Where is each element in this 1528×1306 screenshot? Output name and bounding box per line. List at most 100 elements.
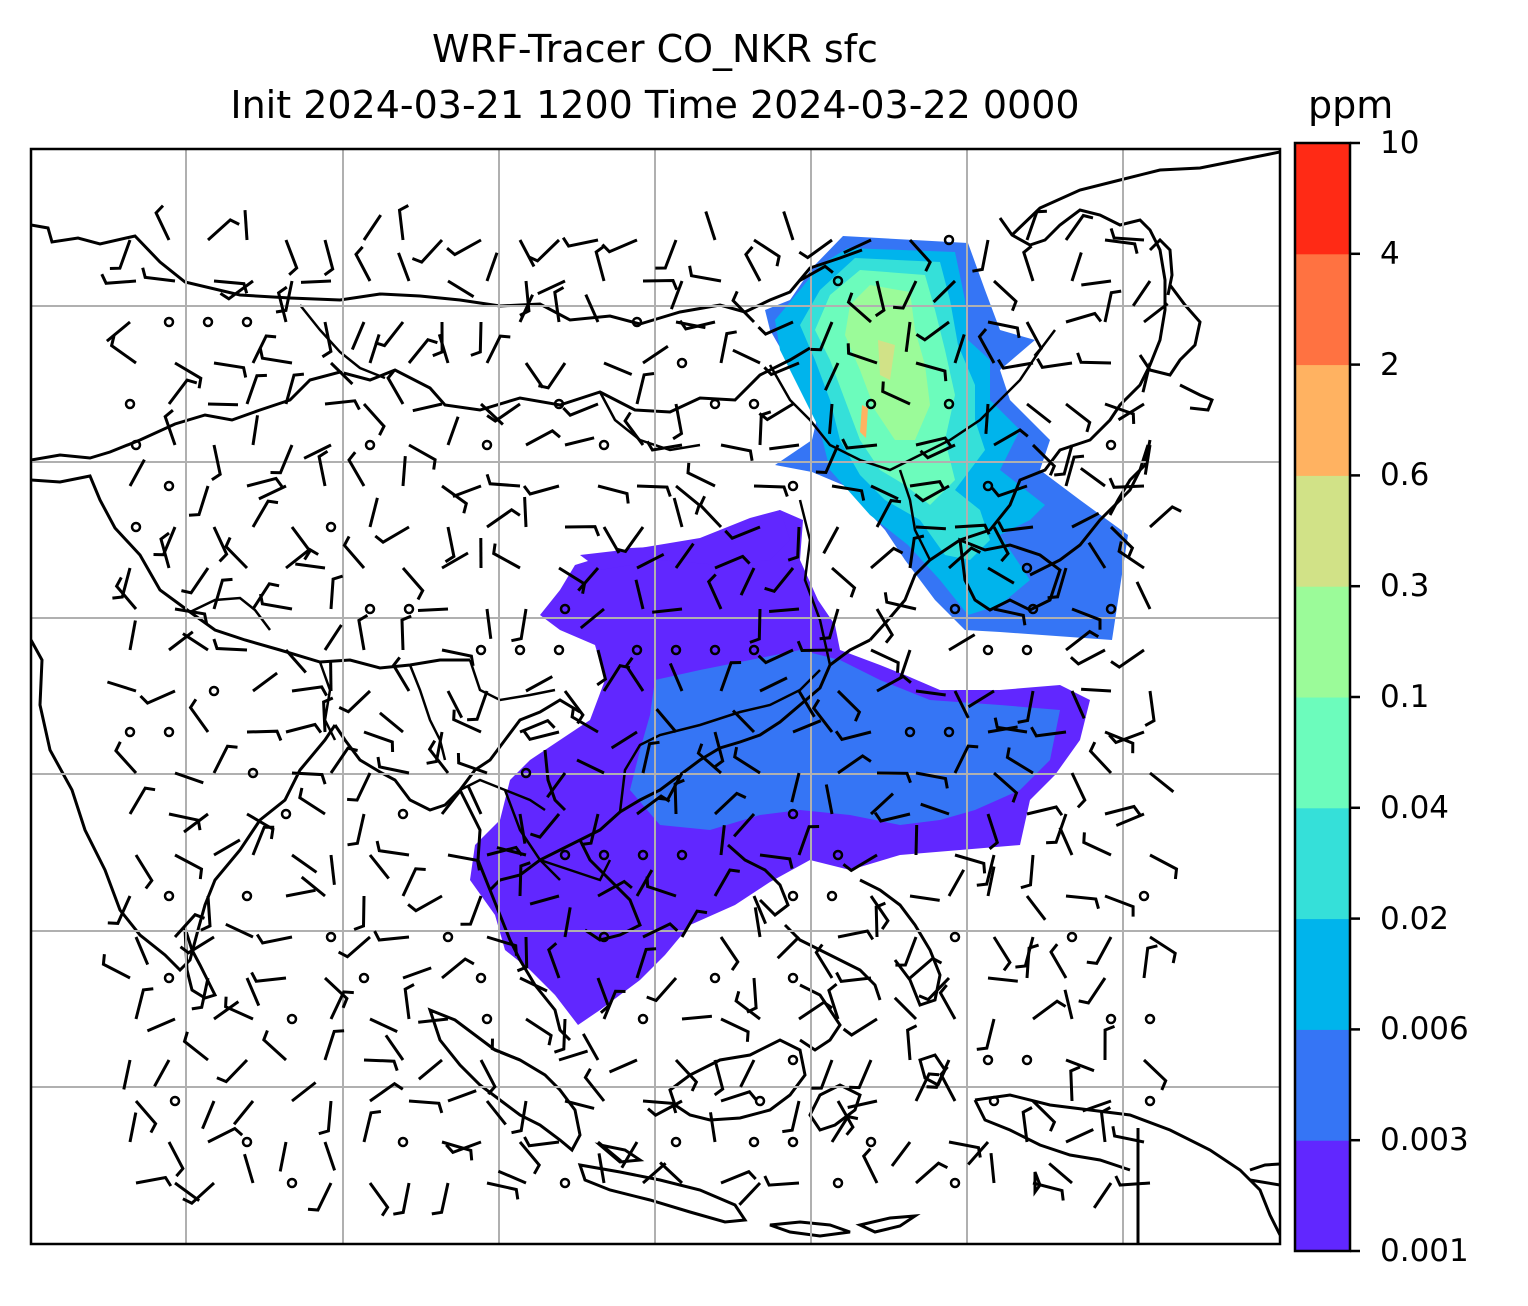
wind-barb <box>596 649 608 687</box>
calm-wind-circle <box>1105 603 1117 615</box>
wind-barb <box>623 411 645 446</box>
wind-barb <box>522 484 560 496</box>
colorbar-segment <box>1295 1029 1350 1141</box>
wind-barb <box>763 1175 800 1187</box>
wind-barb <box>720 1017 750 1042</box>
wind-barb <box>391 656 411 692</box>
wind-barb <box>1131 280 1152 307</box>
wind-barb <box>1104 894 1135 917</box>
colorbar-units: ppm <box>1308 83 1394 127</box>
wind-barb <box>753 484 789 497</box>
wind-barb <box>1086 936 1113 966</box>
wind-barb <box>992 279 1018 312</box>
wind-barb <box>635 947 657 979</box>
wind-barb <box>914 484 950 503</box>
wind-barb <box>346 772 372 802</box>
wind-barb <box>1135 581 1152 610</box>
wind-barb <box>977 328 996 364</box>
calm-wind-circle <box>982 1054 994 1066</box>
wind-barb <box>407 894 443 913</box>
wind-barb <box>1065 1058 1095 1073</box>
wind-barb <box>417 1058 443 1081</box>
wind-barb <box>849 1059 873 1090</box>
wind-barb <box>570 706 599 734</box>
wind-barb <box>811 1059 834 1090</box>
wind-barb <box>1117 541 1145 570</box>
calm-wind-circle <box>949 1177 961 1189</box>
wind-barb <box>224 996 254 1021</box>
wind-barb <box>452 484 482 498</box>
wind-barb <box>908 238 932 272</box>
wind-barb <box>753 238 781 267</box>
wind-barb <box>445 1140 482 1155</box>
wind-barb <box>562 402 599 417</box>
wind-barbs <box>100 204 1182 1217</box>
calm-wind-circle <box>403 603 415 615</box>
wind-barb <box>105 320 131 343</box>
calm-wind-circle <box>676 357 688 369</box>
wind-barb <box>216 1058 249 1084</box>
wind-barb <box>363 1058 399 1072</box>
calm-wind-circle <box>631 644 643 656</box>
colorbar-segment <box>1295 697 1350 809</box>
wind-barb <box>337 935 371 959</box>
wind-barb <box>393 1182 411 1216</box>
wind-barb <box>246 812 275 840</box>
wind-barb <box>1022 244 1035 282</box>
wind-barb <box>577 567 600 592</box>
wind-barb <box>329 574 344 610</box>
wind-barb <box>763 361 800 377</box>
wind-barb <box>486 507 521 529</box>
wind-barb <box>824 362 840 391</box>
wind-barb <box>1103 289 1122 323</box>
wind-barb <box>1143 302 1169 324</box>
wind-barb <box>634 579 645 610</box>
wind-barb <box>1108 730 1145 745</box>
wind-barb <box>397 204 410 241</box>
wind-barb <box>738 1181 762 1206</box>
wind-barb <box>369 1017 398 1033</box>
wind-barb <box>518 294 534 323</box>
wind-barb <box>1054 444 1074 477</box>
calm-wind-circle <box>397 1136 409 1148</box>
wind-barb <box>1025 209 1047 241</box>
wind-barb <box>291 1081 317 1103</box>
wind-barb <box>537 279 566 296</box>
wind-barb <box>749 608 762 644</box>
wind-barb <box>1108 477 1145 489</box>
wind-barb <box>427 739 450 774</box>
wind-barb <box>368 497 379 528</box>
wind-barb <box>524 362 545 389</box>
wind-barb <box>519 718 556 734</box>
wind-barb <box>285 722 323 734</box>
wind-barb <box>354 245 372 282</box>
wind-barb <box>883 592 917 611</box>
wind-barb <box>401 455 407 487</box>
calm-wind-circle <box>787 480 799 492</box>
calm-wind-circle <box>163 480 175 492</box>
wind-barb <box>447 1089 477 1103</box>
wind-barb <box>713 791 747 816</box>
wind-barb <box>1069 1065 1081 1102</box>
wind-barb <box>154 204 171 241</box>
map-frame <box>29 147 1282 1246</box>
wind-barb <box>914 1072 940 1102</box>
wind-barb <box>212 577 233 610</box>
wind-barb <box>757 320 794 336</box>
wind-barb <box>511 1100 528 1135</box>
wind-barb <box>212 638 248 652</box>
wind-barb <box>1070 252 1083 282</box>
wind-barb <box>109 239 132 270</box>
wind-barb <box>1149 853 1179 880</box>
wind-barb <box>642 1099 678 1114</box>
wind-barb <box>914 824 919 856</box>
wind-barb <box>447 853 481 871</box>
wind-barb <box>636 552 665 570</box>
calm-wind-circle <box>163 972 175 984</box>
wind-barb <box>1142 944 1158 979</box>
calm-wind-circle <box>1027 603 1039 615</box>
wind-barb <box>874 901 886 938</box>
wind-barb <box>362 214 382 241</box>
wind-barb <box>441 957 475 980</box>
wind-barb <box>597 1140 623 1163</box>
